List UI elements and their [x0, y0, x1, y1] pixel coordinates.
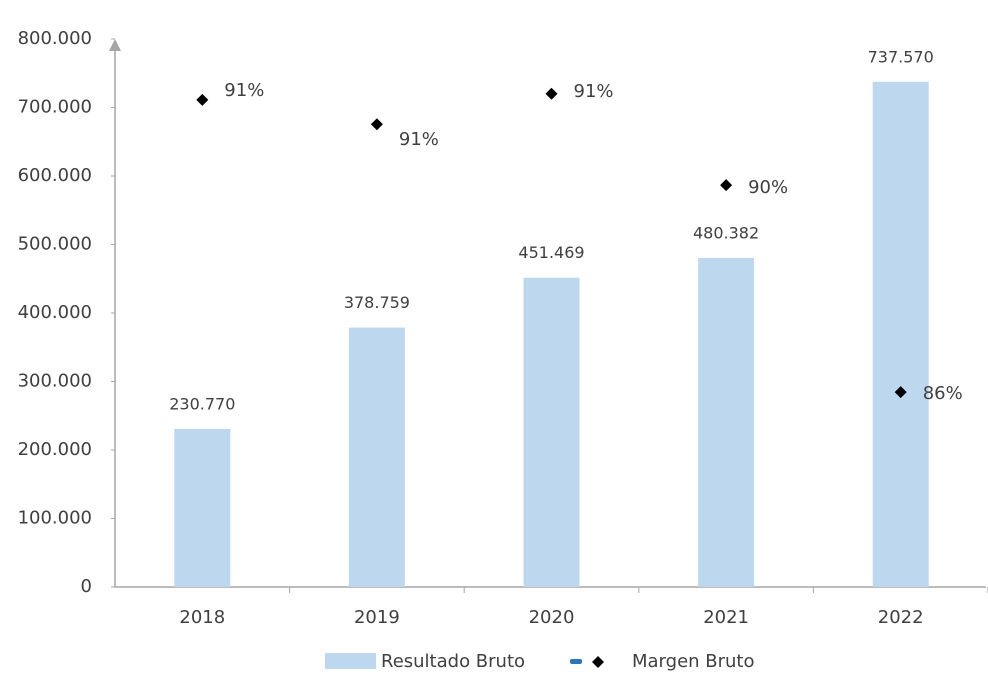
y-tick-label: 0 — [81, 576, 92, 597]
data-label: 91% — [399, 129, 439, 150]
y-tick-label: 300.000 — [18, 371, 92, 392]
y-axis-arrow — [109, 39, 121, 51]
marker — [370, 118, 383, 131]
legend-label: Margen Bruto — [632, 651, 755, 672]
y-tick-label: 700.000 — [18, 97, 92, 118]
bar — [348, 327, 405, 587]
data-label: 378.759 — [344, 293, 410, 312]
x-tick-label: 2018 — [179, 607, 225, 628]
bar — [698, 257, 755, 587]
data-label: 737.570 — [868, 47, 934, 66]
bar — [523, 277, 580, 587]
data-label: 230.770 — [169, 394, 235, 413]
data-label: 91% — [224, 80, 264, 101]
y-tick-label: 600.000 — [18, 165, 92, 186]
data-label: 91% — [574, 81, 614, 102]
data-label: 86% — [923, 383, 963, 404]
y-tick-label: 800.000 — [18, 28, 92, 49]
x-tick-label: 2019 — [354, 607, 400, 628]
y-tick-label: 500.000 — [18, 234, 92, 255]
marker — [196, 93, 209, 106]
data-label: 480.382 — [693, 223, 759, 242]
data-label: 90% — [748, 177, 788, 198]
marker — [720, 179, 733, 192]
x-tick-label: 2020 — [529, 607, 575, 628]
bar — [174, 428, 231, 587]
legend-swatch — [592, 656, 604, 668]
marker — [894, 386, 907, 399]
legend-swatch — [570, 659, 582, 664]
x-tick-label: 2022 — [878, 607, 924, 628]
x-tick-label: 2021 — [703, 607, 749, 628]
y-tick-label: 400.000 — [18, 302, 92, 323]
y-tick-label: 100.000 — [18, 508, 92, 529]
legend-label: Resultado Bruto — [381, 651, 525, 672]
data-label: 451.469 — [518, 243, 584, 262]
marker — [545, 87, 558, 100]
y-tick-label: 200.000 — [18, 439, 92, 460]
legend-swatch — [325, 653, 376, 669]
bar — [872, 81, 929, 587]
